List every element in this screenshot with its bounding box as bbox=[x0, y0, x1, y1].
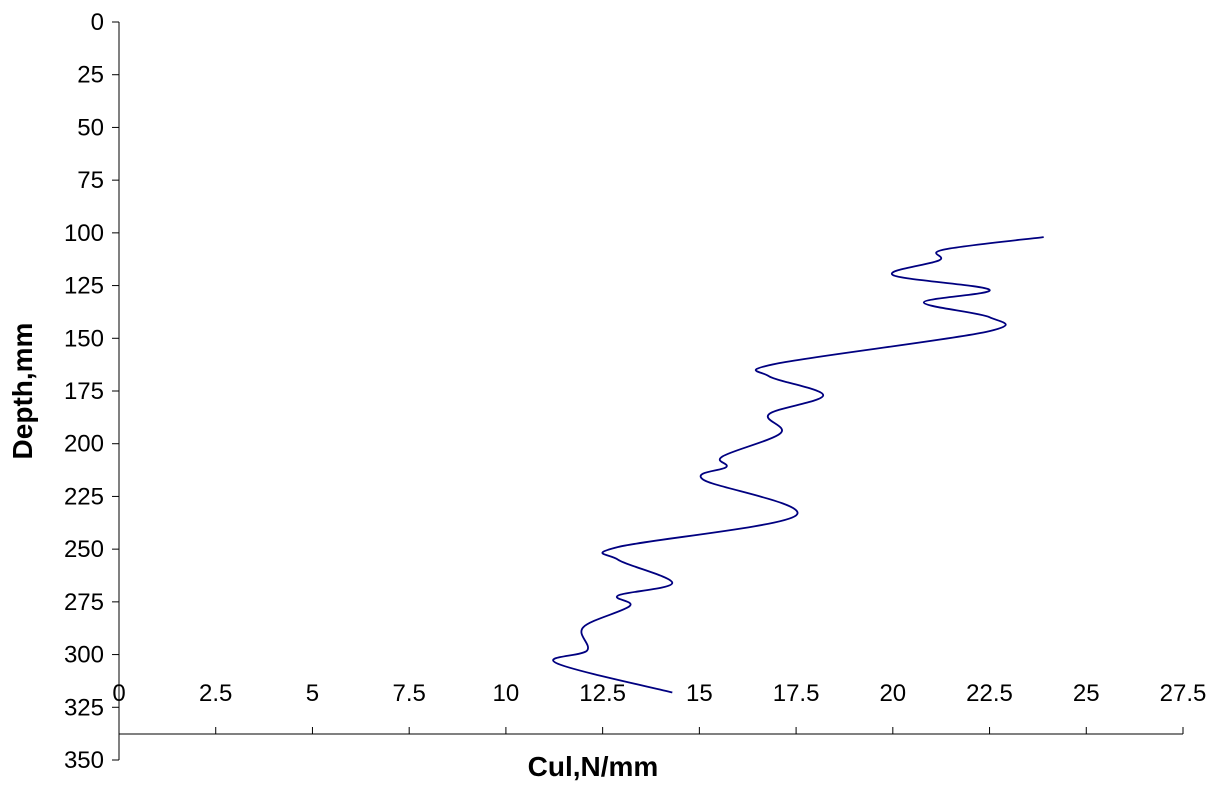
y-tick-label: 125 bbox=[64, 273, 104, 300]
x-tick-label: 27.5 bbox=[1160, 680, 1207, 707]
x-tick-label: 10 bbox=[493, 680, 520, 707]
x-tick-label: 15 bbox=[686, 680, 713, 707]
y-axis-ticks: 0 25 50 75 100 125 150 175 200 225 250 275 300 325 350 bbox=[64, 9, 119, 774]
y-tick-label: 300 bbox=[64, 642, 104, 669]
y-tick-label: 25 bbox=[77, 62, 104, 89]
y-tick-label: 350 bbox=[64, 747, 104, 774]
y-tick-label: 250 bbox=[64, 536, 104, 563]
y-tick-label: 75 bbox=[77, 167, 104, 194]
x-tick-label: 17.5 bbox=[773, 680, 820, 707]
x-axis-ticks: 0 2.5 5 7.5 10 12.5 15 17.5 20 22.5 25 27.5 bbox=[112, 680, 1206, 734]
series-line bbox=[552, 236, 1044, 694]
y-tick-label: 0 bbox=[91, 9, 104, 36]
x-tick-label: 7.5 bbox=[392, 680, 425, 707]
y-tick-label: 325 bbox=[64, 694, 104, 721]
x-tick-label: 22.5 bbox=[966, 680, 1013, 707]
x-tick-label: 0 bbox=[112, 680, 125, 707]
y-tick-label: 225 bbox=[64, 483, 104, 510]
x-tick-label: 20 bbox=[879, 680, 906, 707]
y-axis-title: Depth,mm bbox=[7, 323, 38, 460]
y-tick-label: 275 bbox=[64, 589, 104, 616]
x-tick-label: 25 bbox=[1073, 680, 1100, 707]
x-tick-label: 5 bbox=[306, 680, 319, 707]
y-tick-label: 175 bbox=[64, 378, 104, 405]
y-tick-label: 200 bbox=[64, 431, 104, 458]
y-tick-label: 50 bbox=[77, 114, 104, 141]
y-tick-label: 150 bbox=[64, 325, 104, 352]
x-axis-title: Cul,N/mm bbox=[528, 751, 659, 782]
x-tick-label: 12.5 bbox=[579, 680, 626, 707]
y-tick-label: 100 bbox=[64, 220, 104, 247]
series-layer bbox=[552, 236, 1044, 694]
x-tick-label: 2.5 bbox=[199, 680, 232, 707]
